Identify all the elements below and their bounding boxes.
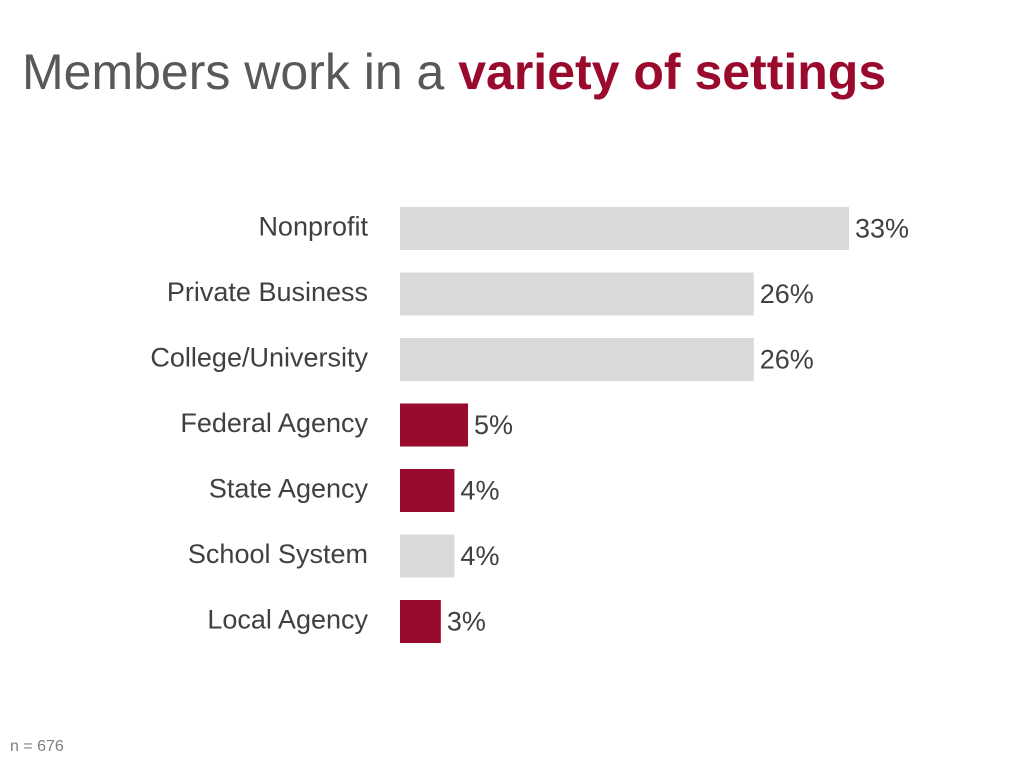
value-label-nonprofit: 33% — [855, 214, 909, 244]
bar-state-agency — [400, 469, 455, 512]
category-label-local-agency: Local Agency — [207, 605, 368, 635]
sample-size-note: n = 676 — [10, 738, 64, 755]
category-label-nonprofit: Nonprofit — [258, 212, 368, 242]
value-label-private-business: 26% — [760, 279, 814, 309]
category-label-state-agency: State Agency — [209, 474, 369, 504]
category-label-school-system: School System — [188, 539, 368, 569]
title-highlight-text: variety of settings — [458, 44, 887, 100]
bar-private-business — [400, 272, 754, 316]
bar-college-university — [400, 338, 754, 381]
value-label-school-system: 4% — [460, 541, 499, 571]
bar-local-agency — [400, 600, 441, 643]
value-label-state-agency: 4% — [460, 476, 499, 506]
slide-title: Members work in a variety of settings — [22, 40, 886, 104]
category-label-federal-agency: Federal Agency — [180, 408, 368, 438]
bar-school-system — [400, 534, 455, 578]
bar-federal-agency — [400, 403, 469, 447]
value-label-college-university: 26% — [760, 345, 814, 375]
category-label-college-university: College/University — [150, 343, 368, 373]
bar-chart: Nonprofit 33% Private Business 26% College/U… — [150, 207, 909, 643]
title-plain-text: Members work in a — [22, 44, 459, 100]
value-label-federal-agency: 5% — [474, 410, 513, 440]
category-label-private-business: Private Business — [167, 277, 368, 307]
value-label-local-agency: 3% — [447, 607, 486, 637]
bar-nonprofit — [400, 207, 849, 250]
